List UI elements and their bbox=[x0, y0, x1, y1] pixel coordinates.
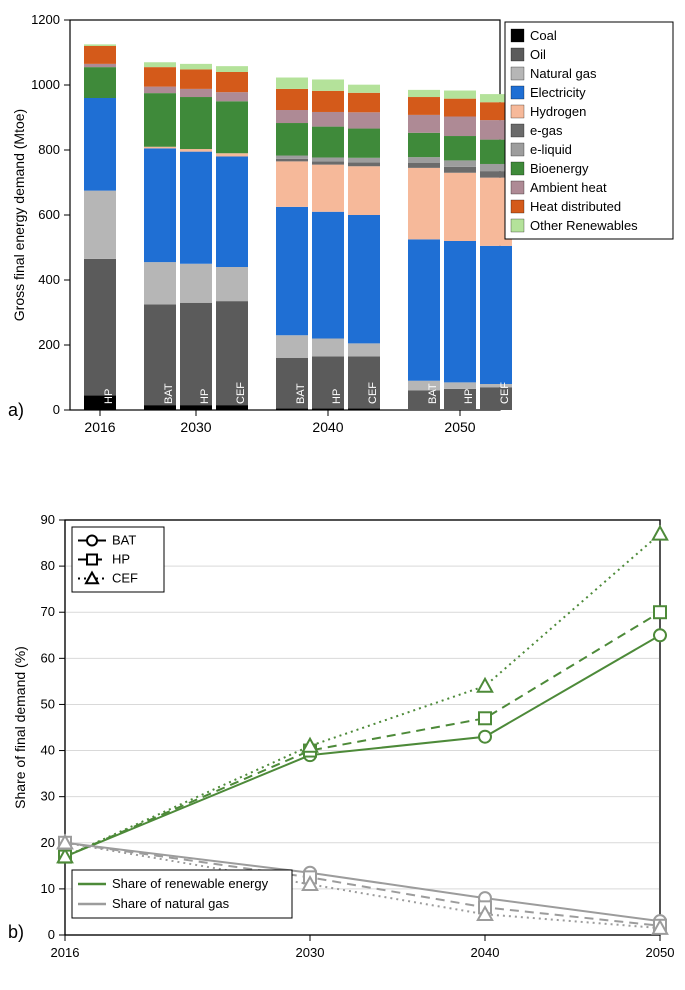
svg-text:70: 70 bbox=[41, 604, 55, 619]
svg-text:0: 0 bbox=[48, 927, 55, 942]
svg-text:BAT: BAT bbox=[112, 533, 136, 548]
svg-text:Share of final demand (%): Share of final demand (%) bbox=[12, 646, 28, 809]
svg-text:2050: 2050 bbox=[646, 945, 675, 960]
svg-text:30: 30 bbox=[41, 789, 55, 804]
panel-b-label: b) bbox=[8, 922, 24, 943]
figure-root: 020040060080010001200Gross final energy … bbox=[0, 0, 685, 990]
svg-text:50: 50 bbox=[41, 696, 55, 711]
svg-text:90: 90 bbox=[41, 512, 55, 527]
svg-text:Share of natural gas: Share of natural gas bbox=[112, 896, 230, 911]
svg-text:2016: 2016 bbox=[51, 945, 80, 960]
svg-text:CEF: CEF bbox=[112, 571, 138, 586]
svg-text:HP: HP bbox=[112, 552, 130, 567]
svg-text:40: 40 bbox=[41, 743, 55, 758]
svg-text:2030: 2030 bbox=[296, 945, 325, 960]
svg-text:Share of renewable energy: Share of renewable energy bbox=[112, 876, 269, 891]
svg-text:10: 10 bbox=[41, 881, 55, 896]
svg-text:2040: 2040 bbox=[471, 945, 500, 960]
chart-b-line: 01020304050607080902016203020402050Share… bbox=[0, 0, 685, 990]
svg-text:60: 60 bbox=[41, 650, 55, 665]
svg-text:80: 80 bbox=[41, 558, 55, 573]
svg-text:20: 20 bbox=[41, 835, 55, 850]
